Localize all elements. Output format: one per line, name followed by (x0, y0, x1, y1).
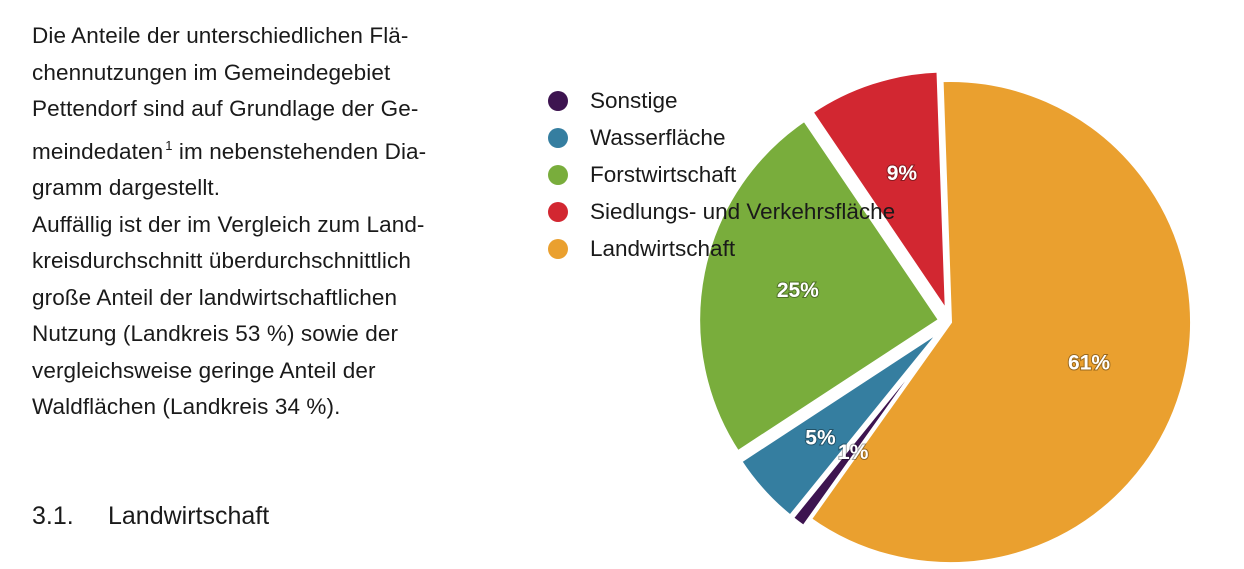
legend-swatch (548, 238, 568, 259)
slice-label-4: 9% (887, 162, 918, 185)
paragraph-line: Auffällig ist der im Vergleich zum Land- (32, 211, 425, 237)
slice-label-0: 61% (1068, 351, 1110, 374)
paragraph-line: Die Anteile der unterschiedlichen Flä- (32, 23, 409, 48)
slice-label-2: 5% (805, 427, 836, 450)
paragraph-line: chennutzungen im Gemeindegebiet (32, 59, 391, 85)
section-title: Landwirtschaft (108, 502, 270, 530)
legend-swatch (548, 201, 568, 222)
legend-swatch (548, 164, 568, 185)
legend-item-3: Siedlungs- und Verkehrsfläche (548, 193, 895, 230)
section-heading: 3.1. Landwirtschaft (32, 496, 269, 536)
paragraph-fragment: im nebenstehenden Dia- (178, 138, 427, 164)
legend-item-1: Wasserfläche (548, 119, 895, 156)
paragraph-line: Waldflächen (Landkreis 34 %). (32, 394, 341, 419)
paragraph-fragment: meindedaten (32, 138, 164, 164)
paragraph-line: große Anteil der landwirtschaftlichen (32, 284, 398, 310)
legend-item-2: Forstwirtschaft (548, 156, 895, 193)
pie-slice-0 (806, 78, 1194, 566)
pie-slice-2 (737, 327, 945, 520)
paragraph-line: kreisdurchschnitt überdurchschnittlich (32, 248, 411, 273)
footnote-marker: 1 (165, 137, 173, 153)
chart-legend: Sonstige Wasserfläche Forstwirtschaft Siedl… (548, 82, 895, 267)
legend-label: Forstwirtschaft (590, 161, 737, 187)
legend-label: Wasserfläche (590, 124, 726, 150)
legend-item-0: Sonstige (548, 82, 895, 119)
intro-paragraph: Die Anteile der unterschiedlichen Flä- c… (32, 18, 502, 426)
slice-label-1: 1% (838, 441, 869, 464)
section-number: 3.1. (32, 502, 74, 530)
paragraph-line: Nutzung (Landkreis 53 %) sowie der (32, 321, 399, 346)
paragraph-line: vergleichsweise geringe Anteil der (32, 357, 376, 383)
legend-label: Siedlungs- und Verkehrsfläche (590, 198, 896, 224)
legend-label: Sonstige (590, 87, 678, 113)
slice-label-3: 25% (777, 279, 819, 302)
legend-label: Landwirtschaft (590, 235, 736, 261)
pie-chart: 61% 1%5% 25% 9% (696, 68, 1194, 566)
paragraph-line: gramm dargestellt. (32, 175, 221, 200)
legend-item-4: Landwirtschaft (548, 230, 895, 267)
paragraph-line-footnote: meindedaten 1 im nebenstehenden Dia- (32, 128, 502, 171)
paragraph-line: Pettendorf sind auf Grundlage der Ge- (32, 96, 419, 121)
pie-slice-3 (696, 116, 943, 456)
legend-swatch (548, 90, 568, 111)
legend-swatch (548, 127, 568, 148)
pie-slice-4 (808, 68, 950, 320)
